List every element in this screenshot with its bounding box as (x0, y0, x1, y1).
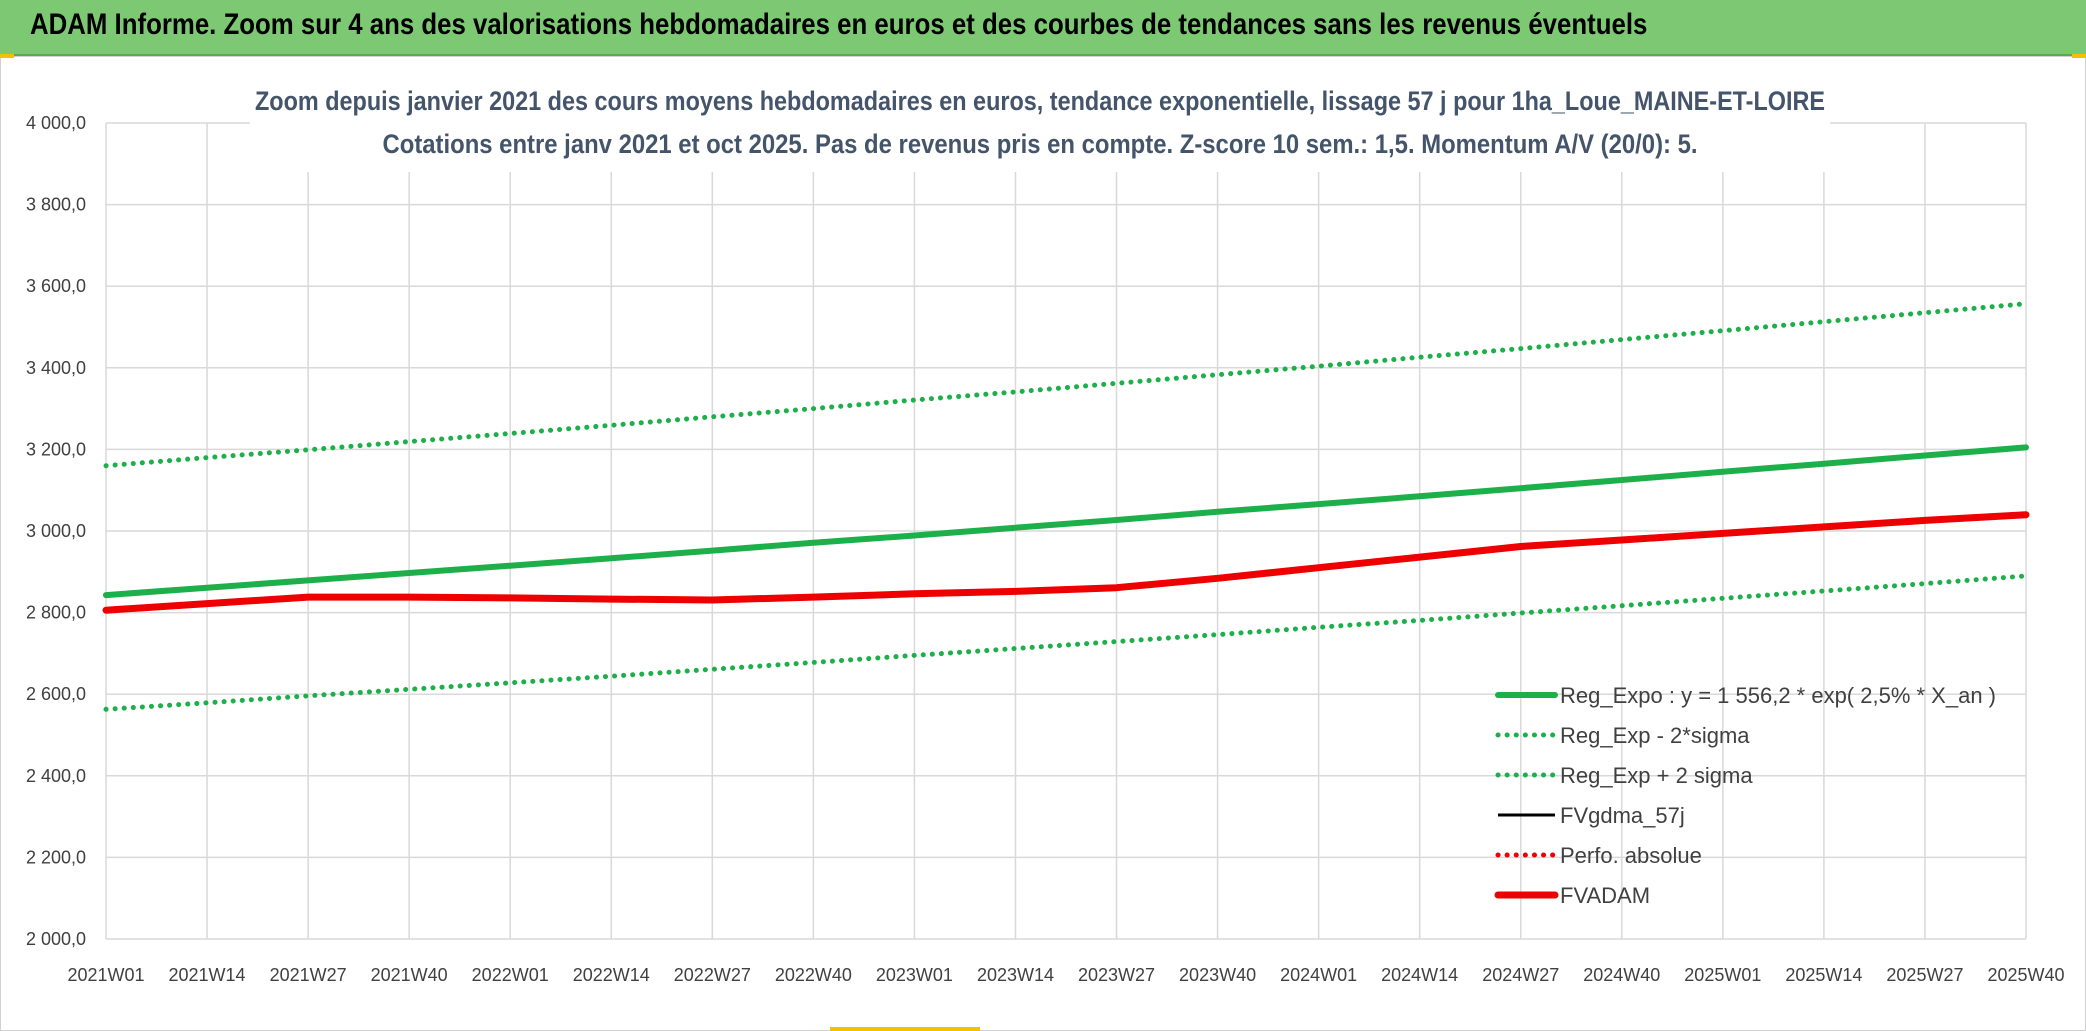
y-tick-label: 2 800,0 (26, 603, 86, 623)
y-tick-label: 2 600,0 (26, 684, 86, 704)
x-tick-label: 2021W14 (169, 965, 246, 985)
x-tick-label: 2024W27 (1482, 965, 1559, 985)
report-banner: ADAM Informe. Zoom sur 4 ans des valoris… (0, 0, 2086, 56)
y-tick-label: 3 200,0 (26, 439, 86, 459)
chart-title-line-2: Cotations entre janv 2021 et oct 2025. P… (383, 129, 1698, 159)
x-tick-label: 2025W14 (1785, 965, 1862, 985)
x-tick-label: 2022W14 (573, 965, 650, 985)
series-line-5 (102, 511, 2030, 614)
x-tick-label: 2025W01 (1684, 965, 1761, 985)
legend-label-0: Reg_Expo : y = 1 556,2 * exp( 2,5% * X_a… (1560, 683, 1996, 708)
chart-title-line-1: Zoom depuis janvier 2021 des cours moyen… (255, 86, 1825, 116)
corner-accent-top-left (0, 54, 14, 58)
y-tick-label: 3 400,0 (26, 358, 86, 378)
x-tick-label: 2024W40 (1583, 965, 1660, 985)
report-title: ADAM Informe. Zoom sur 4 ans des valoris… (30, 8, 1648, 41)
x-tick-label: 2021W40 (371, 965, 448, 985)
x-tick-label: 2023W40 (1179, 965, 1256, 985)
x-tick-label: 2022W27 (674, 965, 751, 985)
legend-label-1: Reg_Exp - 2*sigma (1560, 723, 1750, 748)
y-tick-label: 2 400,0 (26, 766, 86, 786)
legend-label-5: FVADAM (1560, 883, 1650, 908)
legend-label-3: FVgdma_57j (1560, 803, 1685, 828)
series (102, 301, 2030, 712)
x-tick-label: 2022W01 (472, 965, 549, 985)
x-tick-label: 2024W14 (1381, 965, 1458, 985)
y-tick-label: 3 600,0 (26, 276, 86, 296)
x-tick-label: 2023W14 (977, 965, 1054, 985)
x-tick-label: 2022W40 (775, 965, 852, 985)
x-tick-label: 2025W40 (1987, 965, 2064, 985)
legend: Reg_Expo : y = 1 556,2 * exp( 2,5% * X_a… (1494, 683, 1996, 908)
y-tick-label: 2 200,0 (26, 847, 86, 867)
legend-label-4: Perfo. absolue (1560, 843, 1702, 868)
x-tick-label: 2021W01 (67, 965, 144, 985)
x-tick-label: 2021W27 (270, 965, 347, 985)
x-tick-label: 2023W01 (876, 965, 953, 985)
y-tick-label: 2 000,0 (26, 929, 86, 949)
x-tick-label: 2024W01 (1280, 965, 1357, 985)
series-line-1 (103, 573, 2029, 712)
corner-accent-top-right (2072, 54, 2086, 58)
y-tick-label: 3 000,0 (26, 521, 86, 541)
chart-title-background (250, 80, 1830, 172)
axis-ticks: 4 000,0 3 800,0 3 600,0 3 400,0 3 200,0 3 000… (26, 113, 2065, 985)
y-tick-label: 4 000,0 (26, 113, 86, 133)
chart-title: Zoom depuis janvier 2021 des cours moyen… (250, 80, 1830, 172)
y-tick-label: 3 800,0 (26, 195, 86, 215)
x-tick-label: 2023W27 (1078, 965, 1155, 985)
x-tick-label: 2025W27 (1886, 965, 1963, 985)
series-line-0 (103, 444, 2029, 599)
series-line-2 (103, 301, 2029, 469)
legend-label-2: Reg_Exp + 2 sigma (1560, 763, 1753, 788)
corner-accent-bottom (830, 1027, 980, 1031)
